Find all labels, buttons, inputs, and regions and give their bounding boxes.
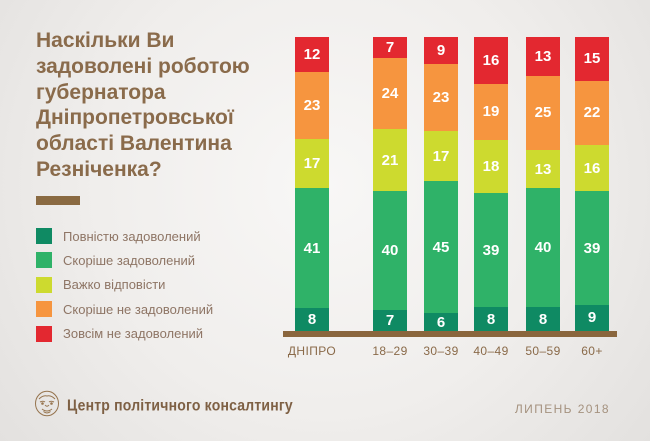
bar-value-label: 23 (303, 96, 321, 114)
bar-segment: 45 (424, 181, 458, 314)
bar-segment: 8 (526, 307, 560, 331)
bar-value-label: 16 (482, 52, 500, 70)
legend-label: Скоріше задоволений (63, 252, 196, 268)
bar-segment: 18 (474, 139, 508, 193)
bar-value-label: 16 (583, 159, 601, 177)
date-label: ЛИПЕНЬ 2018 (514, 402, 610, 416)
bar-column-2: 6 45 17 23 9 (424, 37, 458, 331)
legend-swatch-icon (36, 276, 52, 293)
bar-value-label: 7 (385, 312, 395, 330)
bar-column-0: 8 41 17 23 12 (295, 37, 329, 331)
title-underline-rule (36, 196, 80, 205)
bar-value-label: 12 (303, 45, 321, 63)
org-name-label: Центр політичного консалтингу (67, 396, 293, 414)
bar-value-label: 15 (583, 50, 601, 68)
bar-value-label: 39 (583, 239, 601, 257)
bar-segment: 17 (295, 138, 329, 189)
bar-segment: 15 (575, 37, 609, 81)
bar-segment: 25 (526, 75, 560, 150)
bar-value-label: 22 (583, 104, 601, 122)
bar-segment: 16 (474, 37, 508, 85)
chart-legend: Повністю задоволений Скоріше задоволений В… (36, 228, 213, 350)
bar-value-label: 17 (432, 147, 450, 165)
bar-segment: 21 (373, 129, 407, 192)
bar-segment: 41 (295, 188, 329, 308)
bar-segment: 8 (474, 307, 508, 331)
bar-value-label: 7 (385, 38, 395, 56)
bar-column-1: 7 40 21 24 7 (373, 37, 407, 331)
x-axis-label-5: 60+ (581, 344, 603, 358)
legend-swatch-icon (36, 228, 52, 244)
legend-swatch-icon (36, 325, 52, 342)
bar-segment: 6 (424, 313, 458, 331)
bar-value-label: 45 (432, 238, 450, 256)
x-axis-label-1: 18–29 (372, 344, 408, 358)
legend-label: Зовсім не задоволений (63, 326, 204, 342)
x-axis-label-3: 40–49 (473, 344, 509, 358)
bar-value-label: 25 (534, 104, 552, 122)
bar-value-label: 40 (381, 242, 399, 260)
legend-item: Повністю задоволений (36, 228, 213, 244)
bar-segment: 7 (373, 310, 407, 331)
bar-column-3: 8 39 18 19 16 (474, 37, 508, 331)
bar-column-5: 9 39 16 22 15 (575, 37, 609, 331)
bar-value-label: 9 (436, 41, 446, 59)
bar-value-label: 39 (482, 241, 500, 259)
legend-label: Важко відповісти (63, 277, 166, 293)
bar-segment: 23 (295, 71, 329, 139)
bar-value-label: 13 (534, 47, 552, 65)
x-axis-label-2: 30–39 (423, 344, 459, 358)
bar-value-label: 18 (482, 157, 500, 175)
bar-segment: 9 (424, 37, 458, 64)
bar-value-label: 13 (534, 160, 552, 178)
bar-segment: 39 (575, 191, 609, 305)
bar-segment: 24 (373, 57, 407, 130)
bar-segment: 8 (295, 307, 329, 331)
legend-label: Повністю задоволений (63, 228, 201, 244)
bar-value-label: 17 (303, 155, 321, 173)
bar-segment: 13 (526, 37, 560, 76)
bar-segment: 16 (575, 144, 609, 192)
legend-swatch-icon (36, 301, 52, 318)
bar-segment: 7 (373, 37, 407, 58)
bar-value-label: 23 (432, 88, 450, 106)
bar-segment: 17 (424, 131, 458, 182)
x-axis-label-0: ДНІПРО (287, 344, 337, 358)
org-logo-lion-icon (35, 390, 59, 417)
bar-value-label: 8 (538, 310, 548, 328)
x-axis-line (283, 331, 617, 337)
x-axis-label-4: 50–59 (525, 344, 561, 358)
legend-item: Зовсім не задоволений (36, 325, 213, 342)
bar-value-label: 21 (381, 151, 399, 169)
legend-item: Скоріше задоволений (36, 252, 213, 269)
bar-segment: 40 (526, 188, 560, 308)
legend-label: Скоріше не задоволений (63, 301, 214, 317)
bar-value-label: 8 (307, 310, 317, 328)
legend-item: Важко відповісти (36, 276, 213, 293)
bar-segment: 13 (526, 149, 560, 189)
bar-segment: 19 (474, 84, 508, 140)
bar-segment: 23 (424, 63, 458, 132)
bar-segment: 39 (474, 192, 508, 308)
legend-swatch-icon (36, 252, 52, 269)
bar-value-label: 6 (436, 313, 446, 331)
bar-segment: 40 (373, 191, 407, 311)
bar-segment: 22 (575, 80, 609, 145)
bar-column-4: 8 40 13 25 13 (526, 37, 560, 331)
bar-segment: 9 (575, 304, 609, 331)
bar-value-label: 8 (486, 310, 496, 328)
bar-value-label: 9 (587, 309, 597, 327)
bar-value-label: 24 (381, 84, 399, 102)
bar-value-label: 19 (482, 103, 500, 121)
bar-value-label: 41 (303, 239, 321, 257)
bar-segment: 12 (295, 37, 329, 72)
chart-title: Наскільки Ви задоволені роботою губернат… (36, 29, 250, 182)
legend-item: Скоріше не задоволений (36, 301, 214, 318)
bar-value-label: 40 (534, 239, 552, 257)
